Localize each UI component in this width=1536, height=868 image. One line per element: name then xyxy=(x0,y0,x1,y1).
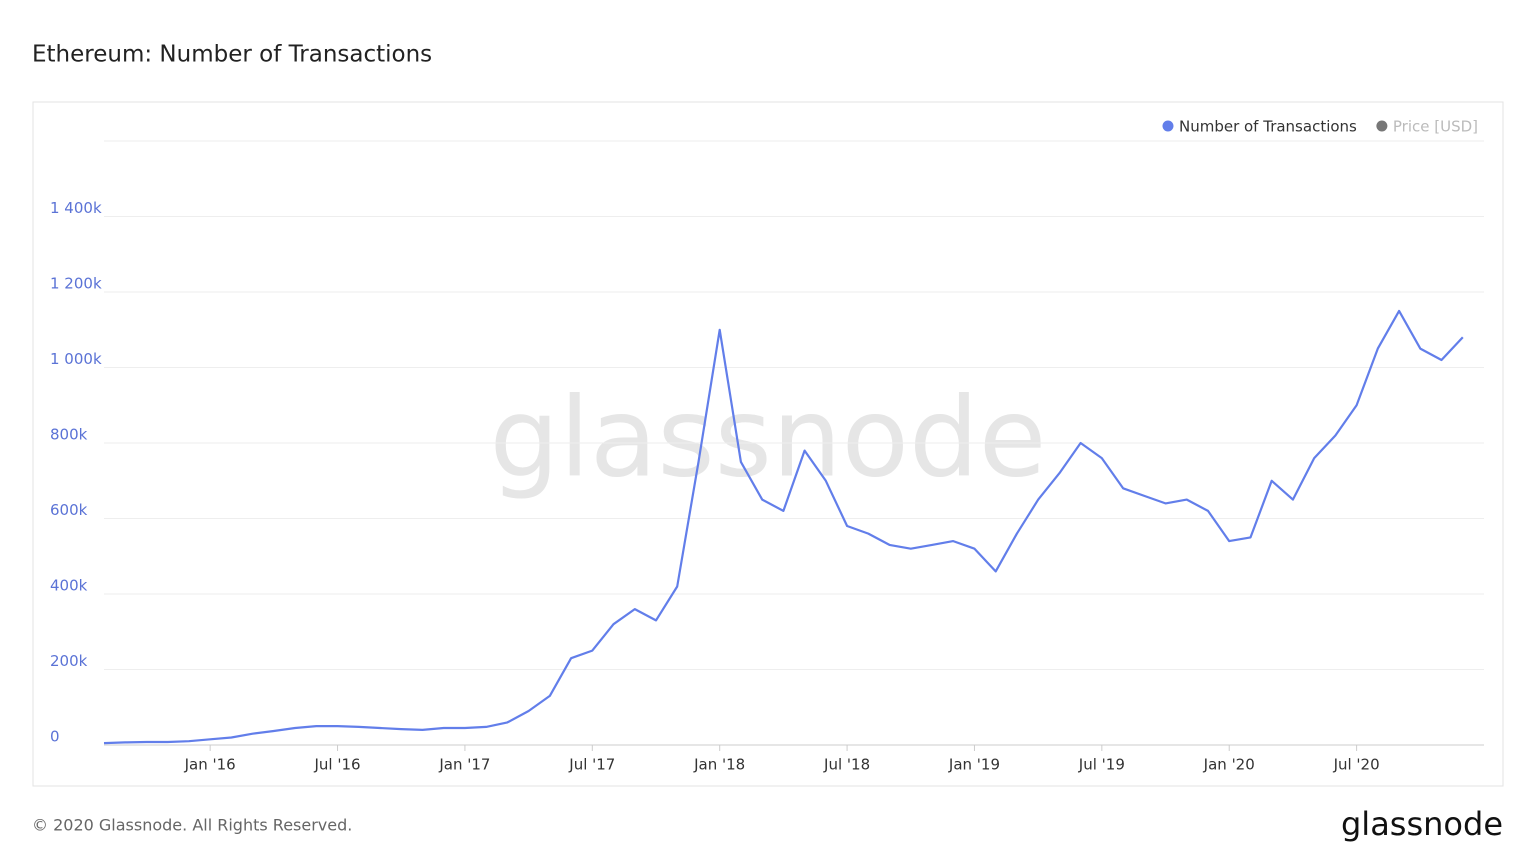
x-tick-label: Jan '19 xyxy=(948,756,1000,774)
legend-swatch xyxy=(1162,120,1174,132)
y-tick-label: 800k xyxy=(50,426,88,444)
legend-item[interactable]: Number of Transactions xyxy=(1162,118,1357,136)
legend-label: Number of Transactions xyxy=(1179,118,1357,136)
copyright: © 2020 Glassnode. All Rights Reserved. xyxy=(32,816,352,835)
y-tick-label: 1 400k xyxy=(50,199,102,217)
watermark: glassnode xyxy=(490,373,1047,501)
y-tick-label: 400k xyxy=(50,577,88,595)
x-tick-label: Jan '18 xyxy=(693,756,745,774)
x-tick-label: Jul '18 xyxy=(823,756,870,774)
y-tick-label: 1 200k xyxy=(50,275,102,293)
x-tick-label: Jul '17 xyxy=(568,756,615,774)
series-line xyxy=(103,309,1464,745)
y-tick-label: 0 xyxy=(50,728,60,746)
y-tick-label: 600k xyxy=(50,501,88,519)
x-tick-label: Jul '19 xyxy=(1078,756,1125,774)
legend-swatch xyxy=(1376,120,1388,132)
x-tick-label: Jan '17 xyxy=(438,756,490,774)
x-tick-label: Jan '20 xyxy=(1203,756,1255,774)
x-tick-label: Jul '16 xyxy=(313,756,360,774)
y-tick-label: 200k xyxy=(50,652,88,670)
y-tick-label: 1 000k xyxy=(50,350,102,368)
x-tick-label: Jul '20 xyxy=(1333,756,1380,774)
chart-frame xyxy=(32,101,1504,787)
logo: glassnode xyxy=(1341,805,1503,843)
x-tick-label: Jan '16 xyxy=(184,756,236,774)
legend-item[interactable]: Price [USD] xyxy=(1376,118,1478,136)
legend-label: Price [USD] xyxy=(1393,118,1478,136)
chart-title: Ethereum: Number of Transactions xyxy=(32,42,432,68)
